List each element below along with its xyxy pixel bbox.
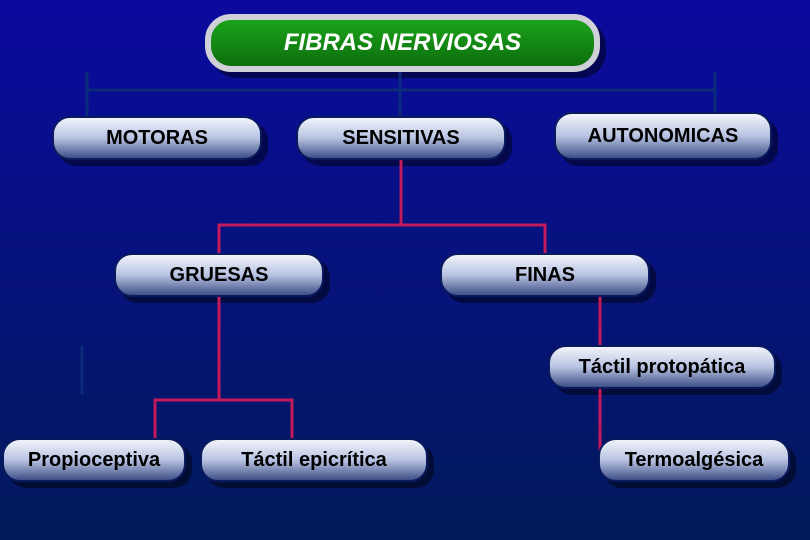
node-epicritica: Táctil epicrítica — [200, 438, 428, 482]
node-face: SENSITIVAS — [296, 116, 506, 160]
node-motoras: MOTORAS — [52, 116, 262, 160]
node-label: SENSITIVAS — [342, 127, 459, 150]
node-face: Propioceptiva — [2, 438, 186, 482]
node-label: Propioceptiva — [28, 449, 160, 472]
node-label: Táctil epicrítica — [241, 449, 387, 472]
node-propioceptiva: Propioceptiva — [2, 438, 186, 482]
node-face: FINAS — [440, 253, 650, 297]
node-face: Táctil epicrítica — [200, 438, 428, 482]
node-label: Termoalgésica — [625, 449, 764, 472]
node-label: MOTORAS — [106, 127, 208, 150]
node-finas: FINAS — [440, 253, 650, 297]
node-face: Táctil protopática — [548, 345, 776, 389]
node-root: FIBRAS NERVIOSAS — [205, 14, 600, 72]
node-protopatica: Táctil protopática — [548, 345, 776, 389]
node-label: Táctil protopática — [579, 356, 746, 379]
node-face: Termoalgésica — [598, 438, 790, 482]
node-termoalgesica: Termoalgésica — [598, 438, 790, 482]
node-autonomicas: AUTONOMICAS — [554, 112, 772, 160]
node-face: AUTONOMICAS — [554, 112, 772, 160]
node-sensitivas: SENSITIVAS — [296, 116, 506, 160]
node-label: FINAS — [515, 264, 575, 287]
node-label: GRUESAS — [170, 264, 269, 287]
node-face: GRUESAS — [114, 253, 324, 297]
node-face: FIBRAS NERVIOSAS — [205, 14, 600, 72]
node-face: MOTORAS — [52, 116, 262, 160]
node-label: AUTONOMICAS — [588, 125, 739, 148]
node-label: FIBRAS NERVIOSAS — [284, 29, 521, 57]
node-gruesas: GRUESAS — [114, 253, 324, 297]
